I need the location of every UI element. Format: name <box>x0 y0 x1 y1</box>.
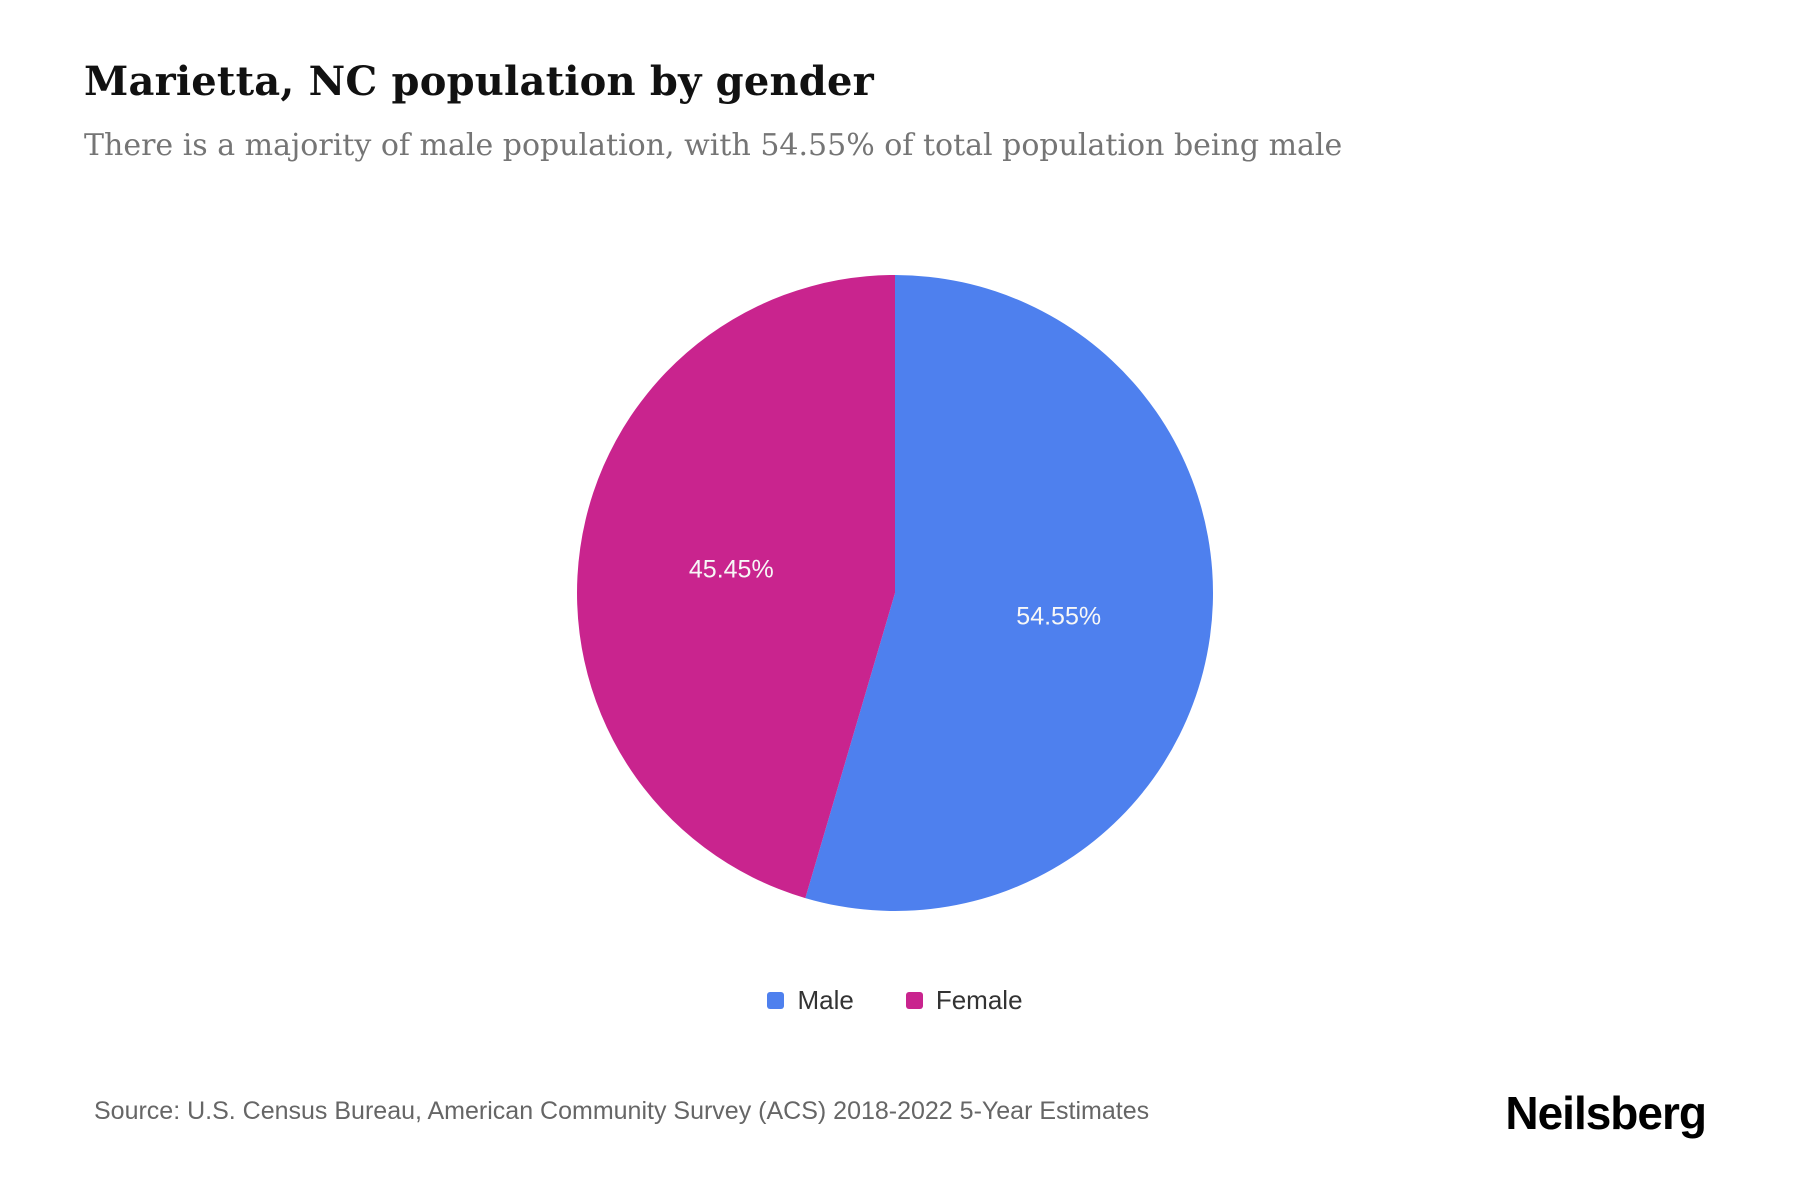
pie-chart: 54.55% 45.45% <box>575 273 1215 913</box>
chart-subtitle: There is a majority of male population, … <box>84 128 1343 163</box>
legend-label-female: Female <box>935 985 1023 1015</box>
legend-item-female[interactable]: Female <box>905 985 1023 1016</box>
pie-slice-male[interactable] <box>805 275 1214 912</box>
legend-swatch-female <box>905 992 923 1009</box>
pie-label-male: 54.55% <box>1016 603 1101 631</box>
chart-title: Marietta, NC population by gender <box>84 58 874 105</box>
source-text: Source: U.S. Census Bureau, American Com… <box>94 1097 1150 1125</box>
pie-chart-svg: 54.55% 45.45% <box>577 275 1214 912</box>
legend-item-male[interactable]: Male <box>767 985 854 1016</box>
chart-legend: Male Female <box>84 985 1706 1016</box>
pie-slice-female[interactable] <box>577 275 895 899</box>
pie-label-female: 45.45% <box>689 555 774 583</box>
legend-swatch-male <box>767 992 785 1009</box>
legend-label-male: Male <box>797 985 854 1015</box>
brand-logo: Neilsberg <box>1505 1087 1707 1139</box>
